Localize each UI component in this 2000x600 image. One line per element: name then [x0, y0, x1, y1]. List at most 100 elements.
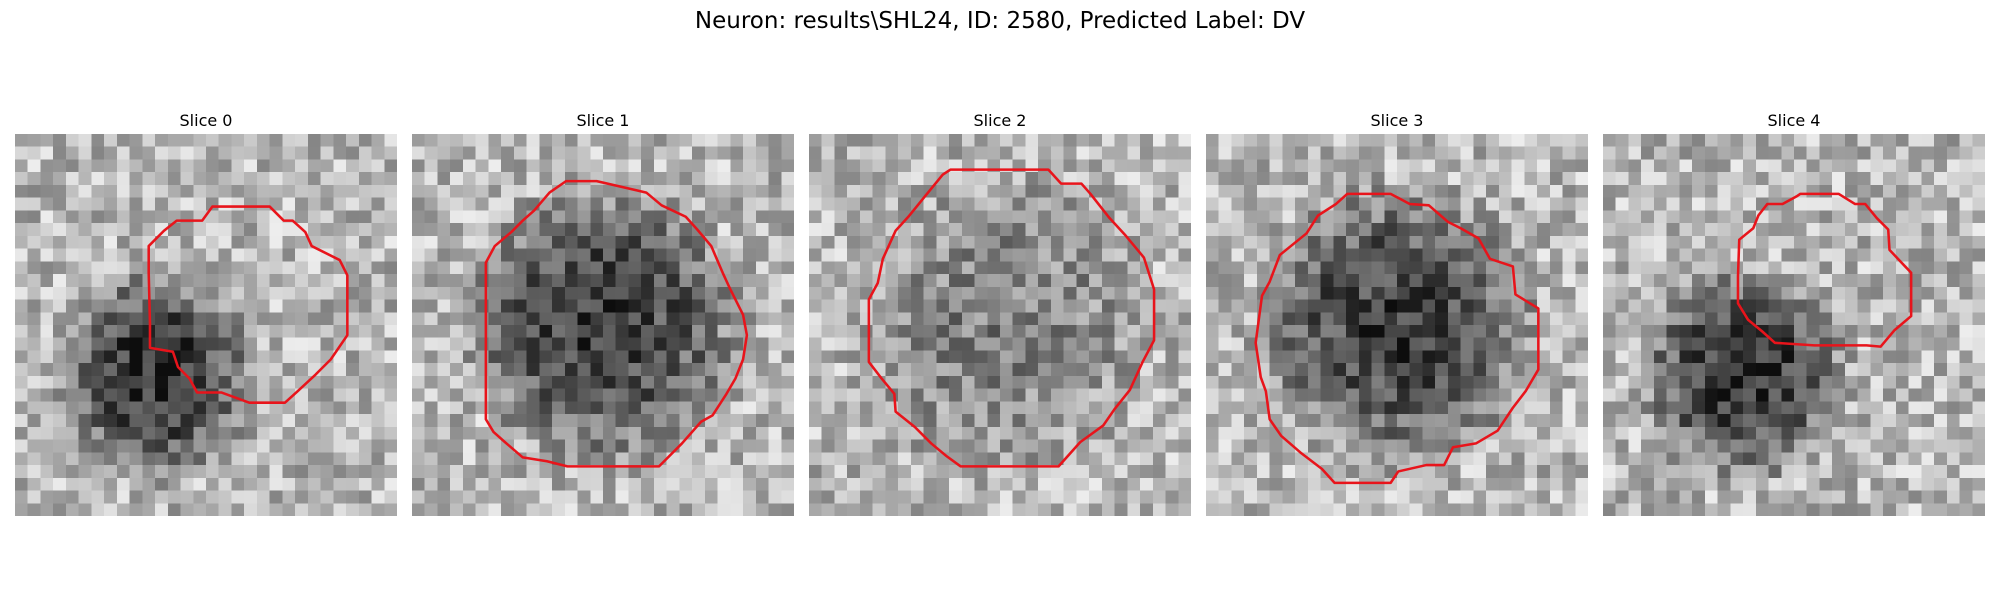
image-pixel [1409, 146, 1423, 160]
image-pixel [1218, 503, 1232, 516]
image-pixel [1244, 426, 1258, 440]
image-pixel [269, 184, 283, 198]
image-pixel [1768, 439, 1782, 453]
image-pixel [1422, 477, 1436, 491]
image-pixel [1524, 452, 1538, 466]
image-pixel [167, 503, 181, 516]
image-pixel [15, 490, 28, 504]
image-pixel [65, 490, 79, 504]
image-pixel [1063, 184, 1077, 198]
image-pixel [910, 452, 924, 466]
image-pixel [1025, 299, 1039, 313]
image-pixel [1282, 439, 1296, 453]
image-pixel [167, 452, 181, 466]
image-pixel [1641, 299, 1655, 313]
image-pixel [653, 274, 667, 288]
image-pixel [104, 439, 118, 453]
image-pixel [1012, 465, 1026, 479]
image-pixel [1972, 274, 1985, 288]
image-pixel [295, 401, 309, 415]
image-pixel [1806, 172, 1820, 186]
image-pixel [295, 477, 309, 491]
image-pixel [1498, 375, 1512, 389]
image-pixel [15, 401, 28, 415]
image-pixel [1615, 223, 1629, 237]
image-pixel [1959, 184, 1973, 198]
image-pixel [1794, 388, 1807, 402]
image-pixel [1743, 375, 1757, 389]
image-pixel [488, 299, 502, 313]
image-pixel [949, 312, 963, 326]
image-pixel [1883, 184, 1897, 198]
image-pixel [781, 414, 794, 428]
image-pixel [1549, 223, 1563, 237]
image-pixel [1768, 325, 1782, 338]
image-pixel [1397, 210, 1410, 224]
image-pixel [218, 235, 232, 249]
image-pixel [1218, 261, 1232, 275]
image-pixel [78, 465, 92, 479]
image-pixel [295, 172, 309, 186]
image-pixel [167, 337, 181, 351]
image-pixel [437, 312, 451, 326]
image-pixel [1755, 426, 1769, 440]
image-pixel [743, 261, 757, 275]
image-pixel [1730, 210, 1744, 224]
image-pixel [488, 197, 502, 211]
image-pixel [1165, 363, 1179, 377]
image-pixel [834, 401, 848, 415]
image-pixel [1679, 337, 1693, 351]
image-pixel [450, 210, 464, 224]
image-pixel [1692, 363, 1706, 377]
image-pixel [961, 503, 975, 516]
image-pixel [1959, 197, 1973, 211]
image-pixel [1537, 210, 1551, 224]
image-pixel [1511, 197, 1525, 211]
image-pixel [1025, 477, 1039, 491]
image-pixel [65, 134, 79, 147]
image-pixel [1806, 426, 1820, 440]
image-pixel [1384, 235, 1398, 249]
image-pixel [333, 414, 347, 428]
image-pixel [1755, 375, 1769, 389]
image-pixel [872, 325, 886, 338]
image-pixel [1679, 159, 1693, 173]
image-pixel [692, 274, 706, 288]
image-pixel [1358, 210, 1372, 224]
image-pixel [371, 452, 385, 466]
image-pixel [1895, 337, 1909, 351]
image-pixel [781, 299, 794, 313]
image-pixel [653, 414, 667, 428]
image-pixel [371, 477, 385, 491]
image-pixel [1575, 134, 1588, 147]
image-pixel [1717, 210, 1731, 224]
image-pixel [1422, 146, 1436, 160]
image-pixel [1076, 375, 1090, 389]
image-pixel [1063, 477, 1077, 491]
image-pixel [987, 439, 1001, 453]
image-pixel [1562, 490, 1576, 504]
image-pixel [193, 465, 207, 479]
image-pixel [821, 452, 835, 466]
image-pixel [180, 477, 194, 491]
image-pixel [1269, 503, 1283, 516]
image-pixel [384, 363, 397, 377]
image-pixel [1806, 312, 1820, 326]
image-pixel [717, 248, 731, 262]
image-pixel [513, 426, 527, 440]
image-pixel [781, 261, 794, 275]
image-pixel [666, 146, 680, 160]
image-pixel [1768, 388, 1782, 402]
image-pixel [1730, 490, 1744, 504]
image-pixel [1486, 490, 1500, 504]
image-pixel [116, 299, 130, 313]
image-pixel [1883, 375, 1897, 389]
image-pixel [129, 477, 143, 491]
image-pixel [653, 159, 667, 173]
image-pixel [1679, 235, 1693, 249]
image-pixel [1679, 465, 1693, 479]
image-pixel [961, 223, 975, 237]
image-pixel [1127, 159, 1141, 173]
image-pixel [142, 465, 156, 479]
image-pixel [1717, 235, 1731, 249]
